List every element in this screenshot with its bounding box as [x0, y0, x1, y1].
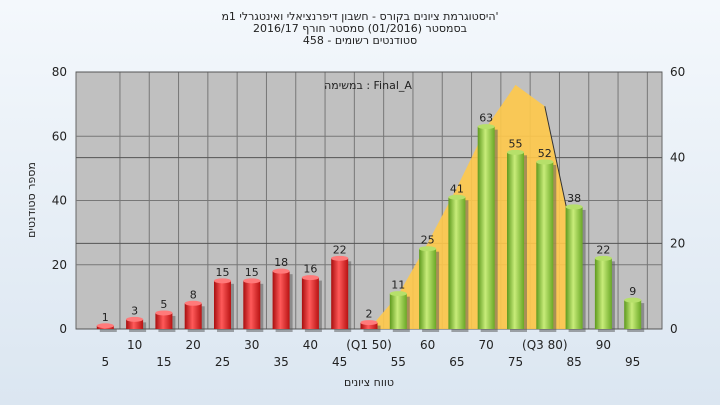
x-tick-label: 25: [215, 355, 230, 369]
chart-title-line-1: היסטוגרמת ציונים בקורס - חשבון דיפרנציאל…: [221, 10, 499, 23]
data-label: 63: [479, 112, 493, 125]
x-tick-label: 60: [420, 338, 435, 352]
bar-shadow: [99, 328, 117, 332]
x-tick-label: 55: [391, 355, 406, 369]
bar-pass: [624, 300, 642, 329]
data-label: 3: [131, 304, 138, 317]
data-label: 25: [421, 234, 435, 247]
y-tick-label: 0: [59, 322, 67, 336]
task-annotation: במשימה : Final_A: [324, 79, 412, 92]
x-tick-label: 20: [186, 338, 201, 352]
y2-tick-label: 40: [670, 151, 685, 165]
data-label: 5: [160, 298, 167, 311]
data-label: 38: [567, 192, 581, 205]
bar-pass: [536, 161, 554, 329]
y2-axis-ticks: 0 20 40 60: [670, 65, 685, 336]
data-label: 1: [102, 311, 109, 324]
bar-cap: [507, 149, 524, 155]
data-label: 22: [333, 243, 347, 256]
bar-fail: [272, 271, 290, 329]
x-tick-label: 85: [566, 355, 581, 369]
bar-pass: [389, 293, 407, 329]
bar-cap: [214, 278, 231, 284]
y2-tick-label: 20: [670, 236, 685, 250]
bar-cap: [184, 300, 202, 306]
bar-fail: [331, 258, 349, 329]
x-tick-label: 40: [303, 338, 318, 352]
bar-cap: [448, 194, 466, 200]
bar-pass: [507, 152, 524, 329]
x-tick-label: 90: [596, 338, 611, 352]
data-label: 2: [366, 308, 373, 321]
bar-fail: [243, 280, 261, 329]
bar-cap: [272, 268, 290, 274]
bar-cap: [155, 310, 173, 316]
y-axis-label: מספר סטודנטים: [25, 162, 38, 238]
bar-pass: [477, 126, 495, 329]
x-tick-label: 45: [332, 355, 347, 369]
data-label: 15: [245, 266, 259, 279]
y-tick-label: 20: [52, 258, 67, 272]
data-label: 41: [450, 182, 464, 195]
data-label: 52: [538, 147, 552, 160]
bar-cap: [419, 246, 437, 252]
bar-fail: [360, 322, 378, 329]
x-axis-ticks: 5 10 15 20 25 30 35 40 45 (Q1 50) 55 60 65 70 75 (Q3 80…: [101, 338, 640, 369]
x-tick-label: 35: [273, 355, 288, 369]
bar-pass: [448, 197, 466, 329]
bar-pass: [419, 248, 437, 329]
bar-fail: [184, 303, 202, 329]
data-label: 55: [509, 137, 523, 150]
bar-cap: [389, 291, 407, 297]
bar-cap: [565, 204, 583, 210]
bar-cap: [360, 320, 378, 326]
bar-cap: [243, 278, 261, 284]
data-label: 22: [596, 243, 610, 256]
x-axis-label: טווח ציונים: [344, 376, 394, 389]
y-axis-ticks: 0 20 40 60 80: [52, 65, 67, 336]
bar-fail: [155, 312, 173, 329]
data-label: 18: [274, 256, 288, 269]
chart-title-line-3: סטודנטים רשומים - 458: [302, 34, 418, 47]
bar-cap: [477, 124, 495, 130]
bar-cap: [301, 275, 319, 281]
y-tick-label: 40: [52, 194, 67, 208]
bar-cap: [126, 316, 144, 322]
x-tick-label: 10: [127, 338, 142, 352]
bar-cap: [331, 255, 349, 261]
x-tick-label: 5: [101, 355, 109, 369]
data-label: 8: [190, 288, 197, 301]
data-label: 16: [303, 263, 317, 276]
bar-fail: [301, 277, 319, 329]
x-tick-label: 75: [508, 355, 523, 369]
bar-cap: [536, 159, 554, 165]
chart-title-line-2: בסמסטר (01/2016) סמסטר חורף 2016/17: [253, 22, 467, 35]
bar-cap: [624, 297, 642, 303]
x-tick-label: 30: [244, 338, 259, 352]
bar-pass: [565, 206, 583, 329]
y-tick-label: 80: [52, 65, 67, 79]
bar-pass: [594, 258, 612, 329]
bar-cap: [594, 255, 612, 261]
data-label: 9: [629, 285, 636, 298]
x-tick-label: 70: [479, 338, 494, 352]
y2-tick-label: 0: [670, 322, 678, 336]
data-label: 11: [391, 279, 405, 292]
y2-tick-label: 60: [670, 65, 685, 79]
x-tick-label: 95: [625, 355, 640, 369]
bar-fail: [126, 319, 144, 329]
bar-fail: [214, 280, 231, 329]
x-tick-label: 65: [449, 355, 464, 369]
y-tick-label: 60: [52, 129, 67, 143]
x-tick-label: (Q3 80): [522, 338, 568, 352]
x-tick-label: (Q1 50): [346, 338, 392, 352]
bar-cap: [96, 323, 114, 329]
x-tick-label: 15: [156, 355, 171, 369]
data-label: 15: [216, 266, 230, 279]
